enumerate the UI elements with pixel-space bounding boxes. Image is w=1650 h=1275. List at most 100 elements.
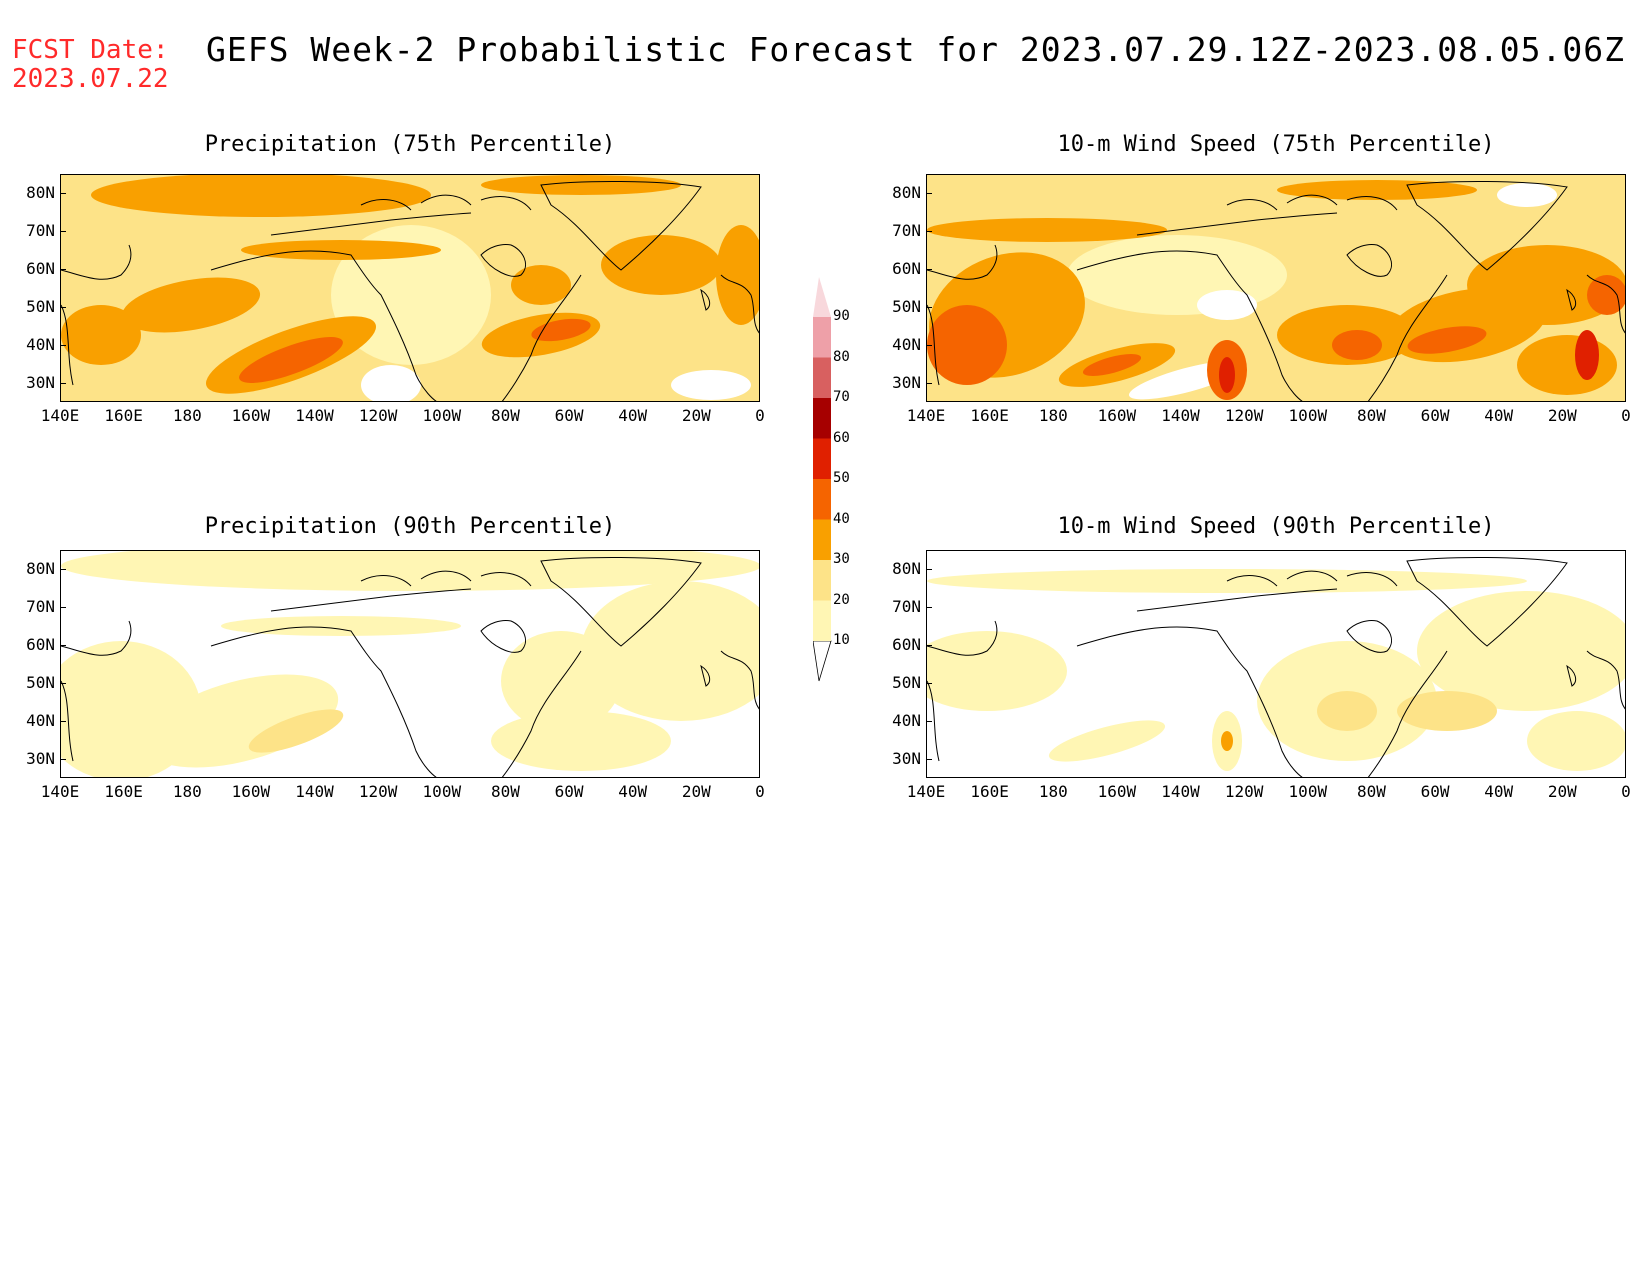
colorbar-bin	[813, 519, 831, 560]
lat-tick-label: 50N	[26, 297, 55, 316]
lat-tick-mark	[926, 269, 932, 270]
lon-tick-label: 60W	[554, 782, 584, 801]
coastline	[927, 304, 940, 386]
probability-contour	[671, 370, 751, 400]
coastline	[1586, 274, 1625, 334]
map-canvas	[61, 175, 759, 401]
lon-tick-label: 100W	[1288, 782, 1328, 801]
coastline	[1136, 588, 1338, 612]
lat-tick-label: 70N	[892, 597, 921, 616]
lon-tick-label: 180	[172, 406, 202, 425]
probability-contour	[1407, 326, 1487, 354]
main-title: GEFS Week-2 Probabilistic Forecast for 2…	[206, 30, 1626, 69]
lat-tick-label: 60N	[892, 259, 921, 278]
coastline	[270, 212, 472, 236]
lon-tick-label: 20W	[681, 406, 711, 425]
colorbar-level-label: 30	[833, 551, 850, 567]
lon-tick-label: 160E	[970, 782, 1009, 801]
lon-tick-label: 120W	[358, 782, 398, 801]
lon-tick-label: 160W	[1097, 406, 1137, 425]
coastline	[720, 650, 759, 710]
coastline	[720, 274, 759, 334]
probability-contour	[927, 631, 1067, 711]
lat-tick-label: 30N	[26, 373, 55, 392]
probability-contour	[61, 305, 141, 365]
probability-contour	[491, 711, 671, 771]
coastline	[270, 588, 472, 612]
colorbar-bin	[813, 600, 831, 641]
lat-tick-label: 50N	[26, 673, 55, 692]
lat-tick-mark	[60, 683, 66, 684]
lat-tick-mark	[60, 607, 66, 608]
coastline	[1367, 650, 1448, 777]
probability-contour	[716, 225, 759, 325]
lon-tick-label: 20W	[681, 782, 711, 801]
map-canvas	[61, 551, 759, 777]
coastline	[501, 650, 582, 777]
lon-tick-label: 40W	[618, 782, 648, 801]
colorbar-level-label: 70	[833, 389, 850, 405]
panel-title-precip-90: Precipitation (90th Percentile)	[204, 514, 616, 539]
lat-tick-label: 80N	[26, 559, 55, 578]
colorbar-level-label: 90	[833, 308, 850, 324]
lon-tick-label: 0	[1621, 782, 1631, 801]
panel-title-wind-90: 10-m Wind Speed (90th Percentile)	[1057, 514, 1495, 539]
lat-tick-label: 60N	[26, 635, 55, 654]
lat-tick-label: 40N	[26, 711, 55, 730]
probability-contour	[1527, 711, 1625, 771]
lon-tick-label: 60W	[1420, 406, 1450, 425]
probability-contour	[221, 616, 461, 636]
lon-tick-label: 160E	[104, 782, 143, 801]
lat-tick-label: 60N	[26, 259, 55, 278]
colorbar-level-label: 40	[833, 510, 850, 527]
lon-tick-label: 120W	[1224, 406, 1264, 425]
lon-tick-label: 140W	[295, 782, 334, 801]
lon-tick-label: 40W	[1484, 782, 1514, 801]
probability-contour	[239, 337, 343, 383]
coastline	[360, 194, 532, 211]
lon-tick-label: 100W	[422, 406, 462, 425]
probability-contour	[481, 175, 681, 195]
lon-tick-label: 0	[1621, 406, 1631, 425]
lon-tick-label: 180	[1038, 406, 1068, 425]
probability-contour	[601, 235, 721, 295]
coastline	[1076, 250, 1303, 401]
probability-contour	[1575, 330, 1599, 380]
probability-contour	[61, 551, 759, 591]
colorbar-bin	[813, 438, 831, 479]
coastline	[1586, 650, 1625, 710]
probability-contour	[361, 365, 421, 401]
coastline	[1226, 570, 1398, 587]
lon-tick-label: 120W	[1224, 782, 1264, 801]
coastline	[480, 620, 526, 653]
lon-tick-label: 0	[755, 782, 765, 801]
fcst-date-value: 2023.07.22	[12, 64, 169, 94]
probability-contour	[927, 305, 1007, 385]
lon-tick-label: 40W	[1484, 406, 1514, 425]
probability-contour	[511, 265, 571, 305]
lat-tick-label: 40N	[26, 335, 55, 354]
lon-tick-label: 180	[172, 782, 202, 801]
probability-contour	[1219, 357, 1235, 393]
lon-tick-label: 40W	[618, 406, 648, 425]
lon-tick-label: 140W	[1161, 406, 1200, 425]
lat-tick-mark	[60, 307, 66, 308]
coastline	[927, 244, 998, 280]
lon-tick-label: 160W	[1097, 782, 1137, 801]
map-precip-75	[60, 174, 760, 402]
colorbar-level-label: 20	[833, 591, 850, 608]
lon-tick-label: 140W	[1161, 782, 1200, 801]
probability-contour	[1467, 245, 1625, 325]
lat-tick-label: 70N	[26, 597, 55, 616]
colorbar-bin	[813, 560, 831, 601]
lat-tick-label: 50N	[892, 297, 921, 316]
probability-contour	[1317, 691, 1377, 731]
lon-tick-label: 0	[755, 406, 765, 425]
lat-tick-mark	[60, 383, 66, 384]
coastline	[540, 556, 702, 647]
lat-tick-mark	[926, 383, 932, 384]
probability-contour	[241, 240, 441, 260]
colorbar-level-label: 60	[833, 429, 850, 446]
coastline	[1566, 288, 1577, 311]
coastline	[700, 664, 711, 687]
